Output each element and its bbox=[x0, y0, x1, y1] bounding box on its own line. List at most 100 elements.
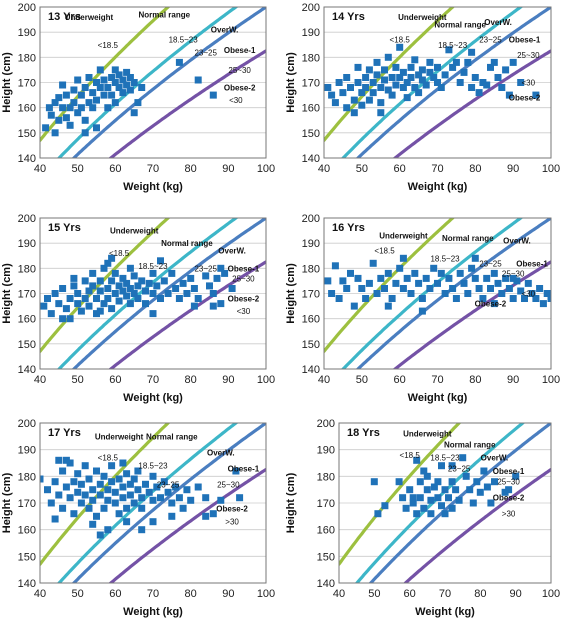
data-point bbox=[395, 478, 403, 486]
data-point bbox=[111, 499, 119, 507]
data-point bbox=[175, 58, 183, 66]
data-point bbox=[441, 486, 449, 494]
category-annotation: OverW. bbox=[207, 448, 235, 457]
bmi-18.5-line bbox=[324, 218, 455, 353]
bmi-25-line bbox=[368, 423, 551, 583]
data-point bbox=[449, 285, 457, 292]
category-annotation: 23~25 bbox=[194, 264, 217, 273]
data-point bbox=[96, 84, 104, 91]
data-point bbox=[202, 512, 210, 520]
data-point bbox=[347, 84, 354, 91]
data-point bbox=[96, 287, 104, 295]
data-point bbox=[420, 467, 428, 475]
data-point bbox=[111, 99, 119, 107]
bmi-23-line bbox=[56, 7, 239, 158]
data-point bbox=[138, 504, 146, 512]
data-point bbox=[209, 302, 217, 310]
data-point bbox=[55, 491, 63, 499]
y-tick-label: 190 bbox=[302, 27, 320, 39]
data-point bbox=[74, 300, 82, 308]
data-point bbox=[434, 494, 442, 502]
bmi-30-line bbox=[392, 49, 551, 158]
data-point bbox=[100, 504, 108, 512]
data-point bbox=[358, 101, 366, 109]
data-point bbox=[475, 89, 483, 97]
x-tick-label: 60 bbox=[109, 588, 121, 600]
category-annotation: OverW. bbox=[484, 18, 512, 27]
y-tick-label: 200 bbox=[18, 213, 36, 225]
data-point bbox=[104, 259, 112, 267]
data-point bbox=[505, 285, 513, 292]
category-annotation: <18.5 bbox=[109, 249, 130, 258]
data-point bbox=[392, 63, 400, 71]
data-point bbox=[373, 58, 381, 66]
x-tick-label: 70 bbox=[431, 374, 443, 386]
y-tick-label: 180 bbox=[302, 263, 320, 275]
data-point bbox=[350, 96, 358, 104]
y-tick-label: 200 bbox=[18, 418, 36, 430]
data-point bbox=[62, 114, 70, 122]
data-point bbox=[115, 475, 123, 483]
data-point bbox=[462, 472, 470, 480]
data-point bbox=[111, 66, 119, 74]
data-point bbox=[93, 96, 100, 104]
y-axis-title: Height (cm) bbox=[1, 52, 13, 113]
category-annotation: Normal range bbox=[139, 11, 191, 20]
data-point bbox=[350, 302, 358, 310]
data-point bbox=[44, 486, 51, 494]
x-tick-label: 80 bbox=[474, 588, 486, 600]
category-annotation: Obese-2 bbox=[493, 494, 525, 503]
data-point bbox=[418, 307, 426, 315]
data-point bbox=[441, 290, 449, 297]
bmi-25-line bbox=[355, 218, 551, 369]
category-annotation: Obese-1 bbox=[516, 259, 548, 268]
y-tick-label: 150 bbox=[317, 551, 335, 563]
data-point bbox=[362, 74, 370, 81]
category-annotation: Normal range bbox=[161, 239, 213, 248]
data-point bbox=[157, 494, 164, 502]
data-point bbox=[119, 459, 127, 467]
data-point bbox=[66, 315, 74, 323]
x-tick-label: 40 bbox=[34, 163, 46, 175]
data-point bbox=[528, 290, 536, 297]
data-point bbox=[490, 58, 498, 66]
data-point bbox=[149, 496, 157, 504]
data-point bbox=[487, 63, 494, 71]
x-tick-label: 70 bbox=[147, 374, 159, 386]
data-point bbox=[130, 272, 138, 280]
data-point bbox=[168, 512, 176, 520]
category-annotation: Obese-1 bbox=[493, 467, 525, 476]
data-point bbox=[123, 518, 131, 526]
data-point bbox=[89, 496, 97, 504]
y-tick-label: 170 bbox=[302, 78, 320, 90]
x-tick-label: 60 bbox=[404, 588, 416, 600]
data-point bbox=[335, 295, 343, 302]
data-point bbox=[115, 84, 123, 91]
data-point bbox=[407, 63, 415, 71]
data-point bbox=[487, 499, 495, 507]
data-point bbox=[452, 486, 460, 494]
data-point bbox=[100, 300, 108, 308]
data-point bbox=[217, 264, 225, 272]
category-annotation: 25~30 bbox=[497, 478, 520, 487]
bmi-30-line bbox=[108, 49, 266, 158]
y-tick-label: 200 bbox=[18, 2, 36, 14]
data-point bbox=[369, 89, 377, 97]
y-tick-label: 150 bbox=[302, 128, 320, 140]
data-point bbox=[343, 74, 351, 81]
data-point bbox=[89, 520, 97, 528]
category-annotation: 18.5~23 bbox=[438, 41, 468, 50]
data-point bbox=[81, 277, 89, 285]
data-point bbox=[55, 116, 63, 124]
data-point bbox=[149, 472, 157, 480]
data-point bbox=[418, 76, 426, 84]
data-point bbox=[423, 472, 431, 480]
category-annotation: Obese-2 bbox=[216, 504, 248, 513]
category-annotation: OverW. bbox=[503, 237, 531, 246]
data-point bbox=[539, 300, 547, 308]
y-tick-label: 160 bbox=[18, 525, 36, 537]
bmi-18.5-line bbox=[339, 423, 462, 566]
data-point bbox=[183, 486, 191, 494]
data-point bbox=[377, 84, 385, 91]
data-point bbox=[134, 282, 142, 290]
